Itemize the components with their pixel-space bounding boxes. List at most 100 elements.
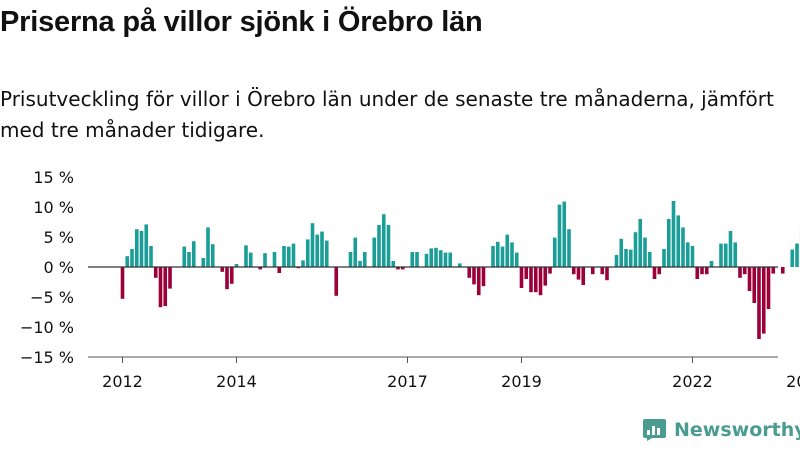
y-tick-label: 10 %: [33, 198, 74, 217]
newsworthy-logo-icon: [643, 419, 666, 441]
bar: [638, 219, 643, 267]
bar: [168, 267, 172, 289]
x-tick-label: 2024: [786, 372, 800, 391]
bar: [562, 201, 567, 267]
bar: [234, 264, 239, 267]
bar: [780, 267, 785, 274]
bar: [286, 246, 291, 267]
bar: [229, 267, 234, 284]
bar: [590, 267, 595, 275]
bar: [291, 243, 296, 267]
bar: [448, 252, 453, 267]
bar: [400, 267, 405, 270]
bar: [438, 250, 443, 267]
bar: [277, 267, 282, 273]
bar: [567, 229, 571, 267]
bar: [723, 243, 728, 267]
bar: [747, 267, 752, 291]
y-tick-label: −15 %: [20, 348, 74, 367]
bar: [795, 243, 799, 267]
bar: [457, 263, 462, 267]
bar: [415, 252, 419, 267]
bar: [571, 267, 576, 275]
bar: [519, 267, 524, 288]
bar-chart: 15 % 10 % 5 % 0 % −5 % −10 % −15 % 2012 2014 2017…: [20, 168, 800, 391]
bar: [614, 255, 619, 267]
bar: [220, 267, 225, 272]
bar: [348, 252, 353, 267]
chart-title: Priserna på villor sjönk i Örebro län: [0, 6, 483, 38]
bar: [163, 267, 168, 306]
bar: [671, 201, 676, 267]
y-tick-label: 5 %: [44, 228, 74, 247]
bar: [581, 267, 586, 285]
bar: [657, 267, 662, 275]
bar: [149, 246, 153, 267]
y-tick-label: 0 %: [44, 258, 74, 277]
bar: [282, 246, 286, 267]
bar: [633, 232, 638, 267]
bar: [210, 244, 215, 267]
bar: [424, 253, 429, 267]
bar: [377, 225, 381, 267]
bar: [738, 267, 742, 278]
bar: [272, 252, 277, 267]
bar: [305, 239, 310, 267]
bar: [396, 267, 400, 270]
chart-bars: [120, 201, 800, 339]
bar: [263, 253, 267, 267]
bar: [524, 267, 529, 279]
chart-labels: 15 % 10 % 5 % 0 % −5 % −10 % −15 % 2012 2014 2017…: [20, 168, 800, 391]
bar: [628, 249, 633, 267]
bar: [334, 267, 339, 296]
bar: [134, 229, 139, 267]
bar: [434, 247, 438, 267]
bar: [576, 267, 581, 280]
bar: [643, 237, 647, 267]
brand-name: Newsworthy: [674, 418, 800, 441]
bar: [709, 261, 714, 267]
y-tick-label: 15 %: [33, 168, 74, 187]
bar: [386, 225, 391, 267]
bar: [700, 267, 704, 275]
bar: [695, 267, 700, 279]
x-tick-label: 2022: [672, 372, 713, 391]
bar: [771, 267, 776, 274]
bar: [248, 252, 253, 267]
bar: [130, 249, 134, 267]
bar: [676, 215, 681, 267]
bar: [704, 267, 709, 275]
bar: [125, 256, 130, 267]
bar: [557, 204, 562, 267]
bar: [510, 242, 514, 267]
bar: [790, 249, 795, 267]
x-tick-label: 2012: [102, 372, 143, 391]
bar: [538, 267, 543, 296]
bar: [206, 227, 210, 267]
bar: [742, 267, 747, 275]
brand-logo: Newsworthy: [642, 417, 800, 442]
bar: [733, 242, 738, 267]
bar: [187, 252, 191, 267]
bar: [225, 267, 229, 290]
bar: [666, 219, 671, 267]
bar: [624, 249, 628, 267]
x-tick-label: 2017: [387, 372, 428, 391]
y-tick-label: −10 %: [20, 318, 74, 337]
bar: [153, 267, 158, 278]
bar: [543, 267, 548, 286]
bar: [358, 261, 362, 267]
bar: [529, 267, 533, 293]
bar: [324, 240, 329, 267]
x-tick-label: 2014: [216, 372, 257, 391]
bar: [301, 260, 305, 267]
bar: [491, 246, 495, 267]
bar: [201, 258, 206, 267]
bar: [533, 267, 538, 293]
bar: [310, 223, 315, 267]
bar: [685, 242, 690, 267]
bar: [443, 252, 448, 267]
bar: [467, 267, 472, 278]
bar: [120, 267, 125, 299]
bar: [652, 267, 657, 279]
